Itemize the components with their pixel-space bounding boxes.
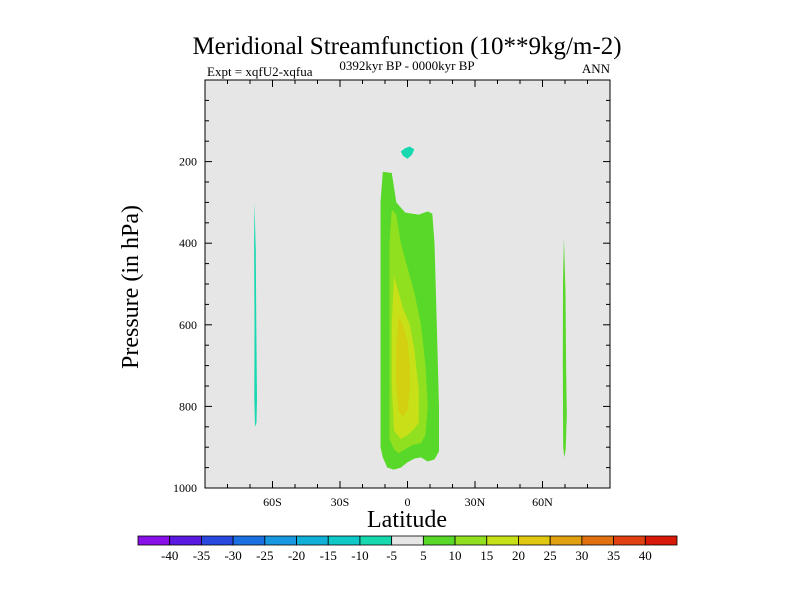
- colorbar-label: -10: [351, 548, 368, 563]
- colorbar-swatch: [359, 535, 393, 546]
- contour-regions: [254, 146, 567, 470]
- colorbar-swatch: [201, 535, 234, 546]
- colorbar-swatch: [264, 535, 297, 546]
- experiment-label: Expt = xqfU2-xqfua: [207, 64, 313, 79]
- colorbar-label: -20: [288, 548, 305, 563]
- colorbar-label: 35: [607, 548, 620, 563]
- y-axis-label: Pressure (in hPa): [118, 205, 144, 369]
- colorbar-swatch: [169, 535, 202, 546]
- y-tick-label: 400: [179, 236, 197, 250]
- colorbar-swatch: [613, 535, 646, 546]
- x-axis-label: Latitude: [367, 507, 447, 533]
- colorbar-label: 10: [449, 548, 462, 563]
- colorbar-swatch: [454, 535, 488, 546]
- colorbar-swatch: [232, 535, 266, 546]
- colorbar-swatch: [486, 535, 519, 546]
- season-label: ANN: [582, 61, 611, 76]
- colorbar-swatch: [327, 535, 361, 546]
- chart-title: Meridional Streamfunction (10**9kg/m-2): [192, 33, 621, 60]
- colorbar-label: -40: [161, 548, 178, 563]
- contour-20-25-band: [396, 316, 410, 417]
- colorbar-label: -15: [320, 548, 337, 563]
- colorbar: -40 -35 -30 -25 -20 -15 -10 -5 5 10 15 20 25 30 35 40: [137, 535, 678, 563]
- colorbar-swatch: [422, 535, 456, 546]
- colorbar-label: 5: [420, 548, 427, 563]
- colorbar-swatch: [518, 535, 551, 546]
- y-tick-label: 1000: [173, 481, 197, 495]
- x-tick-label: 30S: [331, 495, 350, 509]
- colorbar-label: 25: [544, 548, 557, 563]
- contour-neg-5-sliver-60S: [254, 202, 257, 427]
- axis-ticks: 60S 30S 0 30N 60N 200 400 600 800 1000: [173, 80, 610, 509]
- colorbar-label: -5: [386, 548, 397, 563]
- x-tick-label: 60N: [532, 495, 553, 509]
- colorbar-label: 20: [512, 548, 525, 563]
- x-tick-label: 30N: [465, 495, 486, 509]
- colorbar-label: 30: [575, 548, 588, 563]
- y-tick-label: 600: [179, 318, 197, 332]
- x-tick-label: 60S: [263, 495, 282, 509]
- colorbar-label: -25: [256, 548, 273, 563]
- colorbar-label: 15: [480, 548, 493, 563]
- time-range-label: 0392kyr BP - 0000kyr BP: [339, 58, 474, 73]
- colorbar-swatch: [137, 535, 171, 546]
- colorbar-label: -30: [224, 548, 241, 563]
- colorbar-swatch: [296, 535, 329, 546]
- x-tick-label: 0: [405, 495, 411, 509]
- y-tick-label: 800: [179, 399, 197, 413]
- colorbar-swatch: [581, 535, 614, 546]
- y-tick-label: 200: [179, 155, 197, 169]
- colorbar-swatch: [549, 535, 583, 546]
- colorbar-label: -35: [193, 548, 210, 563]
- contour-neg-5-blob-top: [400, 146, 415, 159]
- colorbar-label: 40: [639, 548, 652, 563]
- contour-5-sliver-70N: [562, 237, 567, 458]
- colorbar-swatch: [391, 535, 424, 546]
- colorbar-swatch: [644, 535, 678, 546]
